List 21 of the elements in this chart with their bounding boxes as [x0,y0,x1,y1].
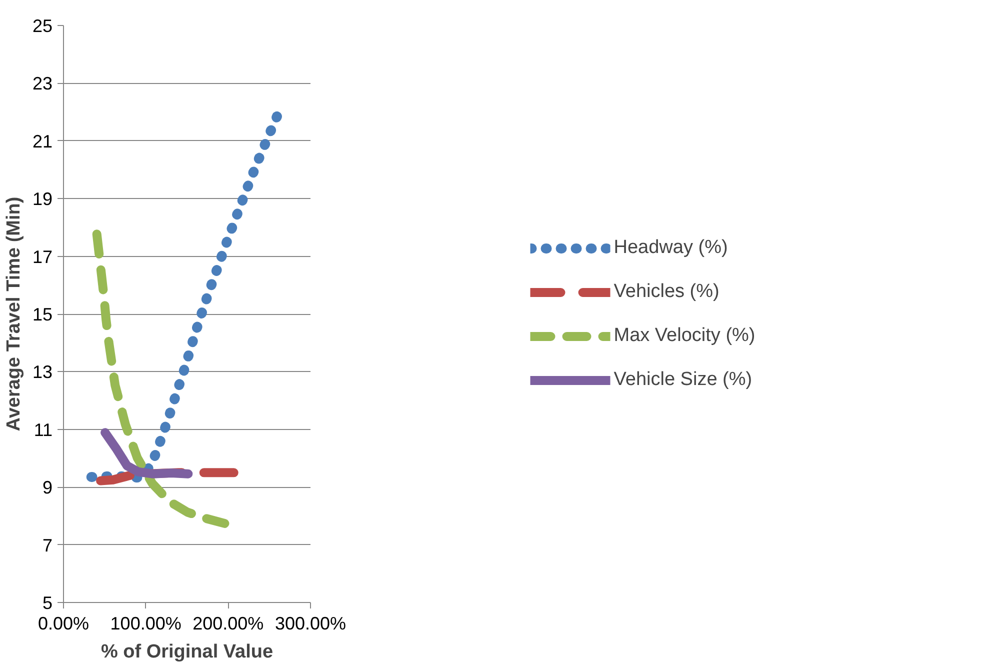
y-tick-label: 7 [42,535,53,556]
y-axis-title: Average Travel Time (Min) [3,196,24,432]
x-tick-label: 200.00% [192,614,264,634]
y-tick-label: 23 [32,74,53,94]
legend-label: Vehicle Size (%) [614,368,752,390]
y-tick-label: 13 [32,362,53,382]
legend-label: Max Velocity (%) [614,324,756,346]
x-tick-label: 300.00% [274,614,346,634]
x-tick-label: 0.00% [38,614,90,634]
legend-label: Headway (%) [614,236,728,258]
y-tick-label: 17 [32,246,53,267]
y-tick-label: 11 [34,420,52,440]
y-tick-label: 9 [42,478,53,498]
y-tick-label: 5 [42,593,53,613]
y-tick-label: 25 [32,16,53,36]
x-axis-title: % of Original Value [100,642,274,662]
y-tick-label: 15 [32,304,53,324]
y-tick-label: 21 [32,131,53,152]
legend-label: Vehicles (%) [614,280,720,302]
x-tick-label: 100.00% [110,614,182,634]
y-tick-label: 19 [32,189,53,210]
